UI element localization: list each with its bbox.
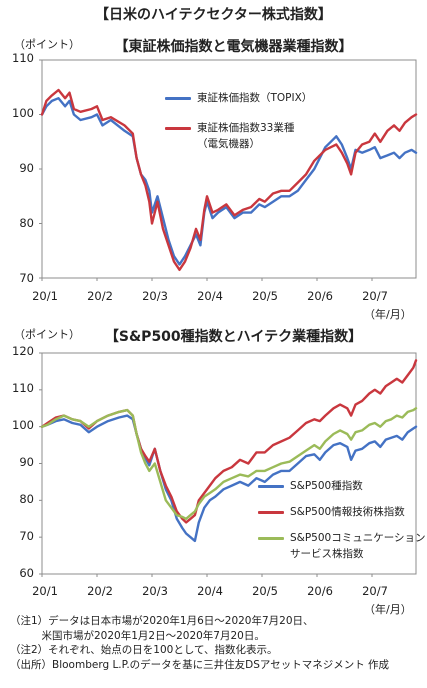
chart2-legend: S&P500種指数 S&P500情報技術株指数 S&P500コミュニケーション … xyxy=(258,478,426,562)
chart1-legend-label-electric-line2: （電気機器） xyxy=(197,138,260,150)
chart2-x-unit-label: （年/月） xyxy=(364,603,412,616)
main-title: 【日米のハイテクセクター株式指数】 xyxy=(95,7,332,23)
chart1-x-tick-2: 20/2 xyxy=(87,289,113,303)
chart2-legend-swatch-comm xyxy=(258,537,284,540)
chart2-series-line-2 xyxy=(40,407,418,520)
chart2-x-tick-2: 20/2 xyxy=(87,584,113,598)
chart1-series-line-1 xyxy=(40,88,418,271)
chart1-x-tick-7: 20/7 xyxy=(362,289,388,303)
chart1-title: 【東証株価指数と電気機器業種指数】 xyxy=(114,39,353,55)
footnotes: （注1）データは日本市場が2020年1月6日～2020年7月20日、 米国市場が… xyxy=(10,614,389,672)
chart1-legend-label-topix: 東証株価指数（TOPIX） xyxy=(197,92,313,104)
footnote-1-cont: 米国市場が2020年1月2日～2020年7月20日。 xyxy=(10,629,265,642)
chart2-x-tick-6: 20/6 xyxy=(307,584,333,598)
chart2-legend-swatch-sp500 xyxy=(258,485,284,488)
chart2-y-tick-100: 100 xyxy=(12,418,34,432)
chart1-y-tick-110: 110 xyxy=(12,51,34,65)
chart2-title: 【S&P500種指数とハイテク業種指数】 xyxy=(104,329,363,345)
chart1-x-tick-6: 20/6 xyxy=(307,289,333,303)
chart2-x-tick-3: 20/3 xyxy=(142,584,168,598)
chart2-y-tick-110: 110 xyxy=(12,381,34,395)
chart1-x-tick-4: 20/4 xyxy=(197,289,223,303)
chart1-y-tick-100: 100 xyxy=(12,106,34,120)
chart1-y-tick-70: 70 xyxy=(19,271,34,285)
footnote-1: （注1）データは日本市場が2020年1月6日～2020年7月20日、 xyxy=(10,615,314,627)
chart1-y-tick-80: 80 xyxy=(19,216,34,230)
chart2-legend-label-it: S&P500情報技術株指数 xyxy=(290,506,405,518)
chart1-y-unit-label: （ポイント） xyxy=(14,38,80,51)
footnote-source: （出所）Bloomberg L.P.のデータを基に三井住友DSアセットマネジメン… xyxy=(10,658,390,671)
chart1-y-tick-90: 90 xyxy=(19,161,34,175)
chart2-y-tick-80: 80 xyxy=(19,492,34,506)
chart1-legend-swatch-topix xyxy=(165,97,191,100)
chart2-legend-item-comm: S&P500コミュニケーション サービス株指数 xyxy=(258,530,426,562)
chart2-y-unit-label: （ポイント） xyxy=(14,328,80,341)
chart2-legend-item-sp500: S&P500種指数 xyxy=(258,478,426,494)
chart1-x-tick-5: 20/5 xyxy=(252,289,278,303)
chart2-x-tick-5: 20/5 xyxy=(252,584,278,598)
chart1-x-tick-3: 20/3 xyxy=(142,289,168,303)
chart2-y-tick-60: 60 xyxy=(19,566,34,580)
chart2-legend-label-comm-line2: サービス株指数 xyxy=(290,548,364,560)
chart1-x-unit-label: （年/月） xyxy=(364,308,412,321)
chart1-legend-label-electric-line1: 東証株価指数33業種 xyxy=(197,122,295,134)
chart2-x-tick-4: 20/4 xyxy=(197,584,223,598)
chart2-series-line-0 xyxy=(40,414,418,543)
chart2-y-tick-90: 90 xyxy=(19,455,34,469)
chart1-legend-item-topix: 東証株価指数（TOPIX） xyxy=(165,90,312,106)
chart2-y-tick-70: 70 xyxy=(19,529,34,543)
chart2-legend-swatch-it xyxy=(258,511,284,514)
chart1-legend-item-electric: 東証株価指数33業種 （電気機器） xyxy=(165,120,312,152)
chart2-x-tick-7: 20/7 xyxy=(362,584,388,598)
footnote-2: （注2）それぞれ、始点の日を100として、指数化表示。 xyxy=(10,644,278,656)
chart1-legend-swatch-electric xyxy=(165,127,191,130)
chart2-legend-label-sp500: S&P500種指数 xyxy=(290,480,363,492)
chart2-legend-item-it: S&P500情報技術株指数 xyxy=(258,504,426,520)
chart2-x-tick-1: 20/1 xyxy=(32,584,58,598)
chart1-legend: 東証株価指数（TOPIX） 東証株価指数33業種 （電気機器） xyxy=(165,90,312,152)
chart2-legend-label-comm-line1: S&P500コミュニケーション xyxy=(290,532,426,544)
chart2-y-tick-120: 120 xyxy=(12,344,34,358)
chart1-x-tick-1: 20/1 xyxy=(32,289,58,303)
